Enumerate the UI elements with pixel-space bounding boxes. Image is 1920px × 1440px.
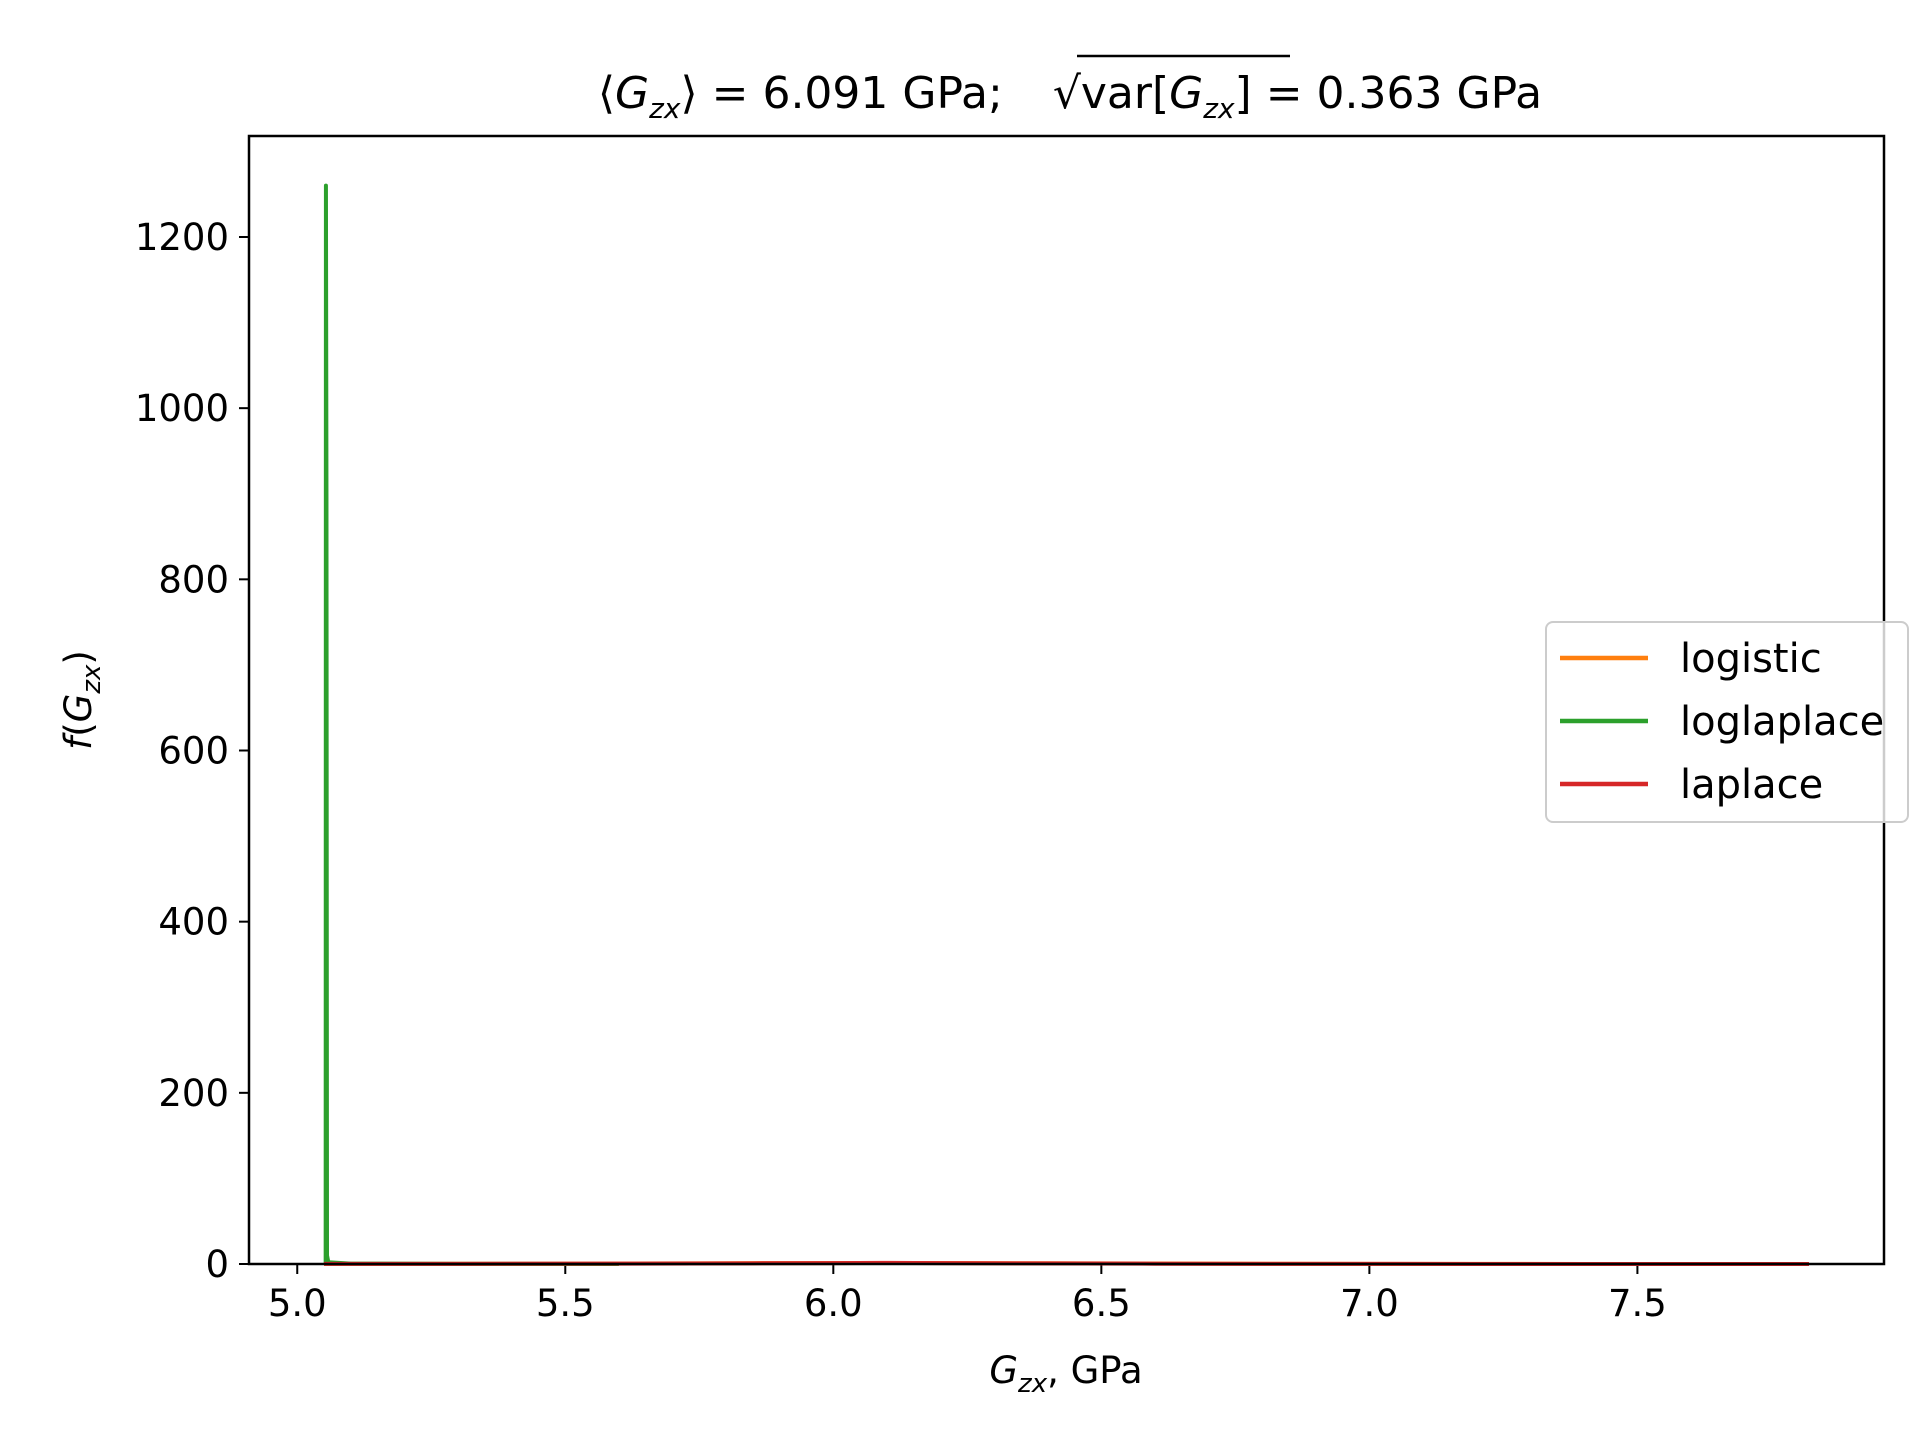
x-axis-label: Gzx, GPa bbox=[989, 1349, 1142, 1399]
x-tick-label: 7.5 bbox=[1608, 1282, 1667, 1325]
x-tick-label: 6.5 bbox=[1072, 1282, 1131, 1325]
y-tick-label: 0 bbox=[205, 1243, 229, 1286]
legend-box bbox=[1545, 621, 1909, 823]
y-axis-ticks: 0 200 400 600 800 1000 1200 bbox=[135, 216, 249, 1286]
y-tick-label: 400 bbox=[158, 901, 229, 944]
x-axis-ticks: 5.0 5.5 6.0 6.5 7.0 7.5 bbox=[268, 1264, 1667, 1325]
y-axis-label: f(Gzx) bbox=[57, 650, 107, 750]
y-tick-label: 800 bbox=[158, 558, 229, 601]
x-tick-label: 7.0 bbox=[1340, 1282, 1399, 1325]
y-tick-label: 200 bbox=[158, 1072, 229, 1115]
legend-label-loglaplace: loglaplace bbox=[1680, 699, 1884, 745]
legend: logistic loglaplace laplace bbox=[1545, 621, 1909, 823]
y-tick-label: 600 bbox=[158, 729, 229, 772]
chart-title: ⟨Gzx⟩ = 6.091 GPa; √var[Gzx] = 0.363 GPa bbox=[598, 68, 1542, 125]
legend-label-logistic: logistic bbox=[1680, 636, 1822, 682]
x-tick-label: 5.0 bbox=[268, 1282, 327, 1325]
y-tick-label: 1200 bbox=[135, 216, 229, 259]
y-tick-label: 1000 bbox=[135, 387, 229, 430]
x-tick-label: 5.5 bbox=[536, 1282, 595, 1325]
x-tick-label: 6.0 bbox=[804, 1282, 863, 1325]
legend-label-laplace: laplace bbox=[1680, 762, 1823, 808]
